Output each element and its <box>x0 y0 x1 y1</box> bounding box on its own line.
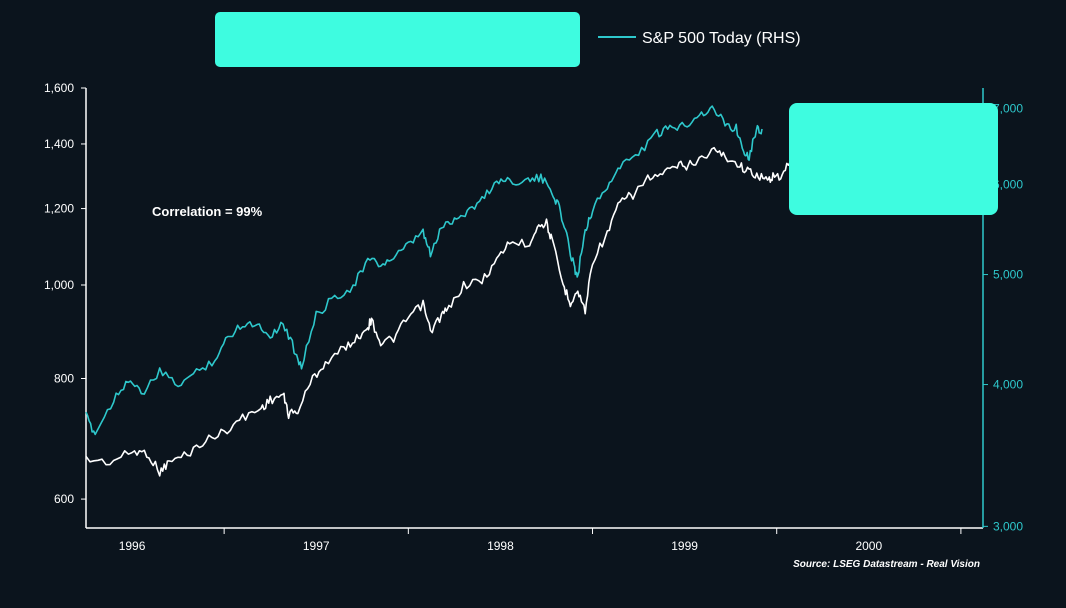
left-tick-label: 600 <box>54 492 74 506</box>
right-tick-label: 4,000 <box>993 378 1023 392</box>
legend: S&P 500 Today (RHS) <box>215 12 801 67</box>
plot-area <box>85 105 805 477</box>
x-tick-label: 1996 <box>119 539 146 553</box>
correlation-annotation: Correlation = 99% <box>152 204 263 219</box>
right-axis-ticks: 3,000 4,000 5,000 6,000 7,000 <box>983 102 1023 533</box>
right-tick-label: 6,000 <box>993 178 1023 192</box>
x-tick-label: 1998 <box>487 539 514 553</box>
right-tick-label: 7,000 <box>993 102 1023 116</box>
left-tick-label: 1,200 <box>44 202 74 216</box>
x-tick-label: 2000 <box>855 539 882 553</box>
series-white-line <box>85 142 805 477</box>
left-tick-label: 1,400 <box>44 137 74 151</box>
right-redaction-box <box>789 103 998 215</box>
source-note: Source: LSEG Datastream - Real Vision <box>793 559 980 570</box>
legend-redaction-box <box>215 12 580 67</box>
left-axis-ticks: 600 800 1,000 1,200 1,400 1,600 <box>44 81 86 506</box>
left-tick-label: 1,000 <box>44 278 74 292</box>
right-tick-label: 3,000 <box>993 519 1023 533</box>
series-teal-line <box>85 105 763 436</box>
legend-label: S&P 500 Today (RHS) <box>642 30 801 47</box>
right-tick-label: 5,000 <box>993 268 1023 282</box>
x-axis-ticks: 1996 1997 1998 1999 2000 <box>119 528 962 553</box>
left-tick-label: 1,600 <box>44 81 74 95</box>
left-tick-label: 800 <box>54 372 74 386</box>
x-tick-label: 1999 <box>671 539 698 553</box>
x-tick-label: 1997 <box>303 539 330 553</box>
